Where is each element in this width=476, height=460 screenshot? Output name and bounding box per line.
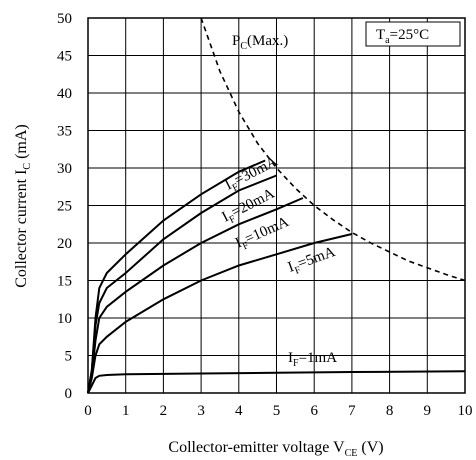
y-tick-label: 30 — [57, 161, 72, 177]
power-limit-label: PC(Max.) — [232, 33, 288, 52]
condition-label: Ta=25°C — [376, 27, 429, 46]
curves — [87, 17, 466, 394]
y-tick-label: 25 — [57, 199, 72, 215]
condition-box — [365, 21, 461, 47]
x-tick-label: 3 — [197, 403, 205, 419]
x-tick-label: 9 — [424, 403, 432, 419]
x-tick-label: 2 — [160, 403, 168, 419]
series-line-1ma — [87, 370, 466, 394]
y-tick-label: 20 — [57, 236, 72, 252]
y-tick-label: 50 — [57, 11, 72, 27]
x-tick-label: 7 — [348, 403, 356, 419]
y-tick-label: 40 — [57, 86, 72, 102]
grid — [87, 17, 466, 394]
x-tick-label: 10 — [458, 403, 473, 419]
series-line-5ma — [87, 233, 353, 394]
power-limit-curve — [200, 17, 466, 282]
series-line-10ma — [87, 197, 304, 394]
y-tick-label: 35 — [57, 124, 72, 140]
series-label-1ma: IF=1mA — [288, 350, 337, 369]
y-tick-label: 15 — [57, 274, 72, 290]
x-tick-label: 6 — [310, 403, 318, 419]
x-tick-label: 4 — [235, 403, 243, 419]
y-tick-label: 10 — [57, 311, 72, 327]
x-tick-label: 8 — [386, 403, 394, 419]
series-label-10ma: IF=10mA — [233, 214, 293, 254]
y-tick-label: 45 — [57, 49, 72, 65]
plot-frame — [87, 17, 466, 394]
y-tick-label: 5 — [65, 349, 73, 365]
series-line-20ma — [87, 174, 277, 394]
x-axis-title: Collector-emitter voltage VCE (V) — [168, 439, 383, 459]
y-tick-label: 0 — [65, 386, 73, 402]
y-axis-title: Collector current IC (mA) — [13, 124, 33, 288]
series-label-30ma: IF=30mA — [223, 154, 282, 197]
x-tick-label: 0 — [84, 403, 92, 419]
x-tick-label: 5 — [273, 403, 281, 419]
x-tick-label: 1 — [122, 403, 130, 419]
